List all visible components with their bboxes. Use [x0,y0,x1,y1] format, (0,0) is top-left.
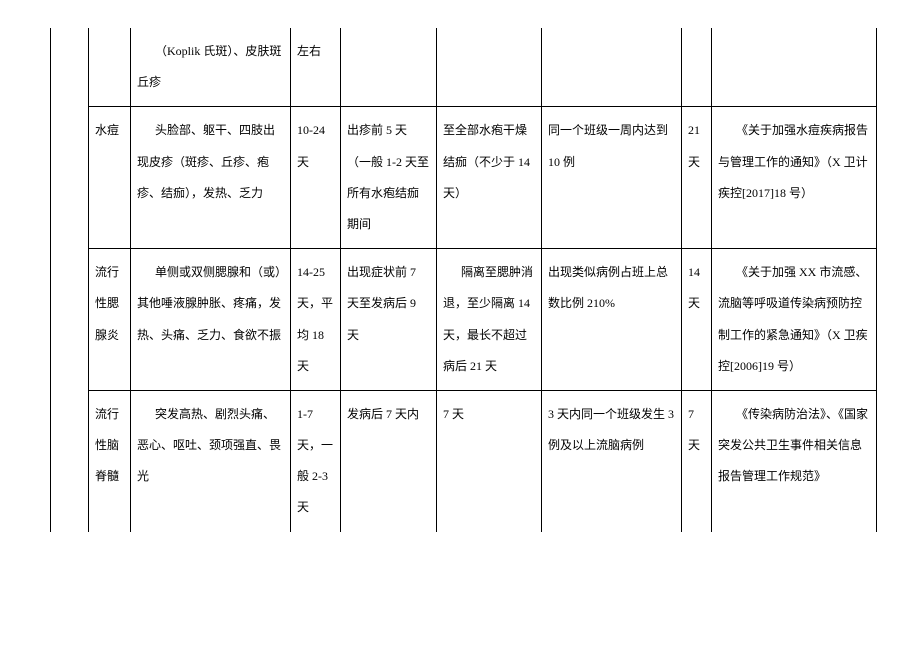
cell-disease: 水痘 [89,107,131,249]
cell: 10-24 天 [291,107,341,249]
cell-disease: 流行性腮腺炎 [89,249,131,391]
cell: 同一个班级一周内达到 10 例 [542,107,682,249]
cell: 隔离至腮肿消退，至少隔离 14 天，最长不超过病后 21 天 [437,249,542,391]
cell [51,28,89,107]
cell-disease: 流行性脑脊髓 [89,390,131,531]
page-container: （Koplik 氏斑）、皮肤斑丘疹 左右 水痘 头脸部、躯干、四肢出现皮疹（斑疹… [0,0,920,651]
cell: 突发高热、剧烈头痛、恶心、呕吐、颈项强直、畏光 [131,390,291,531]
cell: 14-25 天，平均 18 天 [291,249,341,391]
cell: 《传染病防治法》、《国家突发公共卫生事件相关信息报告管理工作规范》 [712,390,877,531]
cell [341,28,437,107]
table-row: 流行性脑脊髓 突发高热、剧烈头痛、恶心、呕吐、颈项强直、畏光 1-7 天，一般 … [51,390,877,531]
cell [51,107,89,249]
disease-table: （Koplik 氏斑）、皮肤斑丘疹 左右 水痘 头脸部、躯干、四肢出现皮疹（斑疹… [50,28,877,532]
cell: 14 天 [682,249,712,391]
cell: 出疹前 5 天（一般 1-2 天至所有水疱结痂期间 [341,107,437,249]
cell: 7 天 [437,390,542,531]
cell: 发病后 7 天内 [341,390,437,531]
table-row: 流行性腮腺炎 单侧或双侧腮腺和（或）其他唾液腺肿胀、疼痛，发热、头痛、乏力、食欲… [51,249,877,391]
cell: 单侧或双侧腮腺和（或）其他唾液腺肿胀、疼痛，发热、头痛、乏力、食欲不振 [131,249,291,391]
cell [89,28,131,107]
cell [437,28,542,107]
cell [682,28,712,107]
cell: 3 天内同一个班级发生 3 例及以上流脑病例 [542,390,682,531]
cell: （Koplik 氏斑）、皮肤斑丘疹 [131,28,291,107]
cell [542,28,682,107]
cell: 至全部水疱干燥结痂（不少于 14 天） [437,107,542,249]
table-row: 水痘 头脸部、躯干、四肢出现皮疹（斑疹、丘疹、疱疹、结痂），发热、乏力 10-2… [51,107,877,249]
cell: 《关于加强水痘疾病报告与管理工作的通知》（X 卫计疾控[2017]18 号） [712,107,877,249]
cell: 《关于加强 XX 市流感、流脑等呼吸道传染病预防控制工作的紧急通知》（X 卫疾控… [712,249,877,391]
cell [51,249,89,391]
cell: 7 天 [682,390,712,531]
cell: 左右 [291,28,341,107]
table-row: （Koplik 氏斑）、皮肤斑丘疹 左右 [51,28,877,107]
cell [51,390,89,531]
cell: 21 天 [682,107,712,249]
cell: 1-7 天，一般 2-3 天 [291,390,341,531]
cell: 出现类似病例占班上总数比例 210% [542,249,682,391]
cell: 出现症状前 7 天至发病后 9 天 [341,249,437,391]
cell [712,28,877,107]
cell: 头脸部、躯干、四肢出现皮疹（斑疹、丘疹、疱疹、结痂），发热、乏力 [131,107,291,249]
